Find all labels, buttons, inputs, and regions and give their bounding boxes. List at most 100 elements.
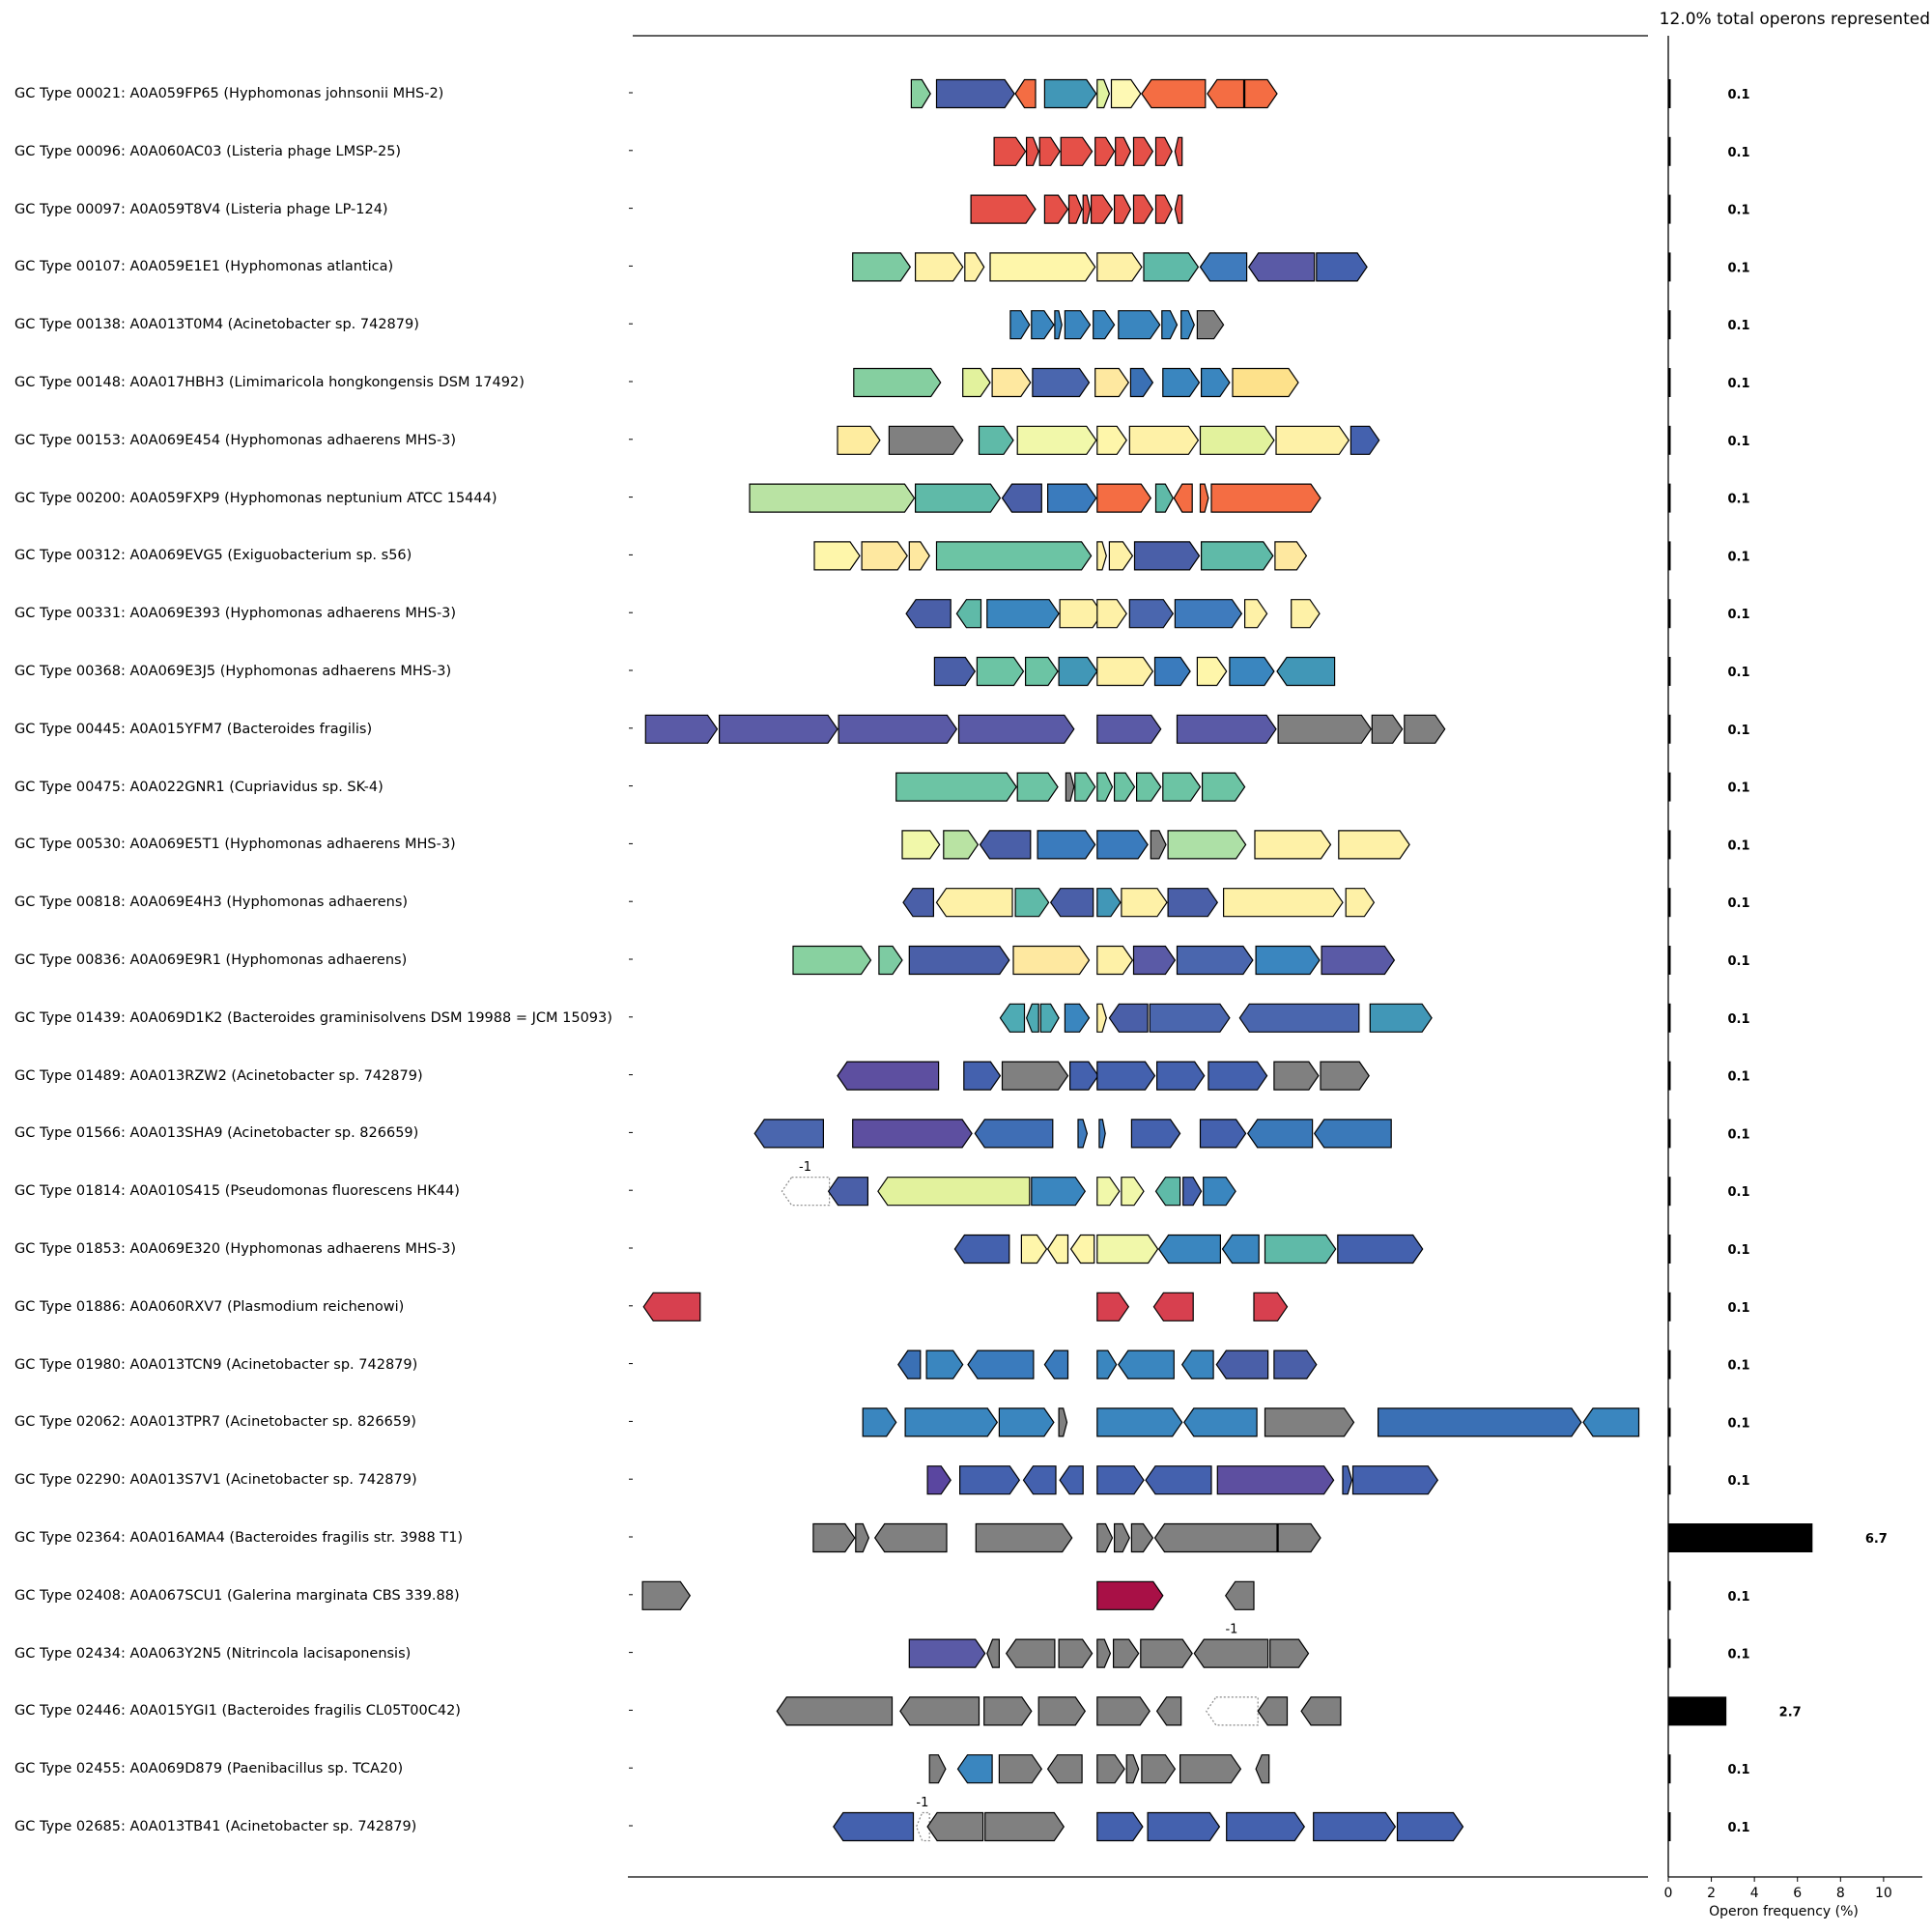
- frequency-bar: [1668, 541, 1671, 571]
- gene-arrow: [1351, 1465, 1439, 1495]
- gene-arrow: [1113, 1522, 1130, 1553]
- gene-arrow: [1016, 425, 1097, 455]
- gene-arrow: [1121, 1177, 1145, 1207]
- gene-arrow: [1337, 1234, 1424, 1264]
- gene-arrow: [1031, 310, 1055, 340]
- frequency-bar: [1668, 888, 1671, 918]
- gene-arrow: [1096, 888, 1122, 918]
- gene-arrow: [1176, 714, 1277, 744]
- gene-arrow: [1118, 310, 1161, 340]
- gene-arrow: [1096, 1811, 1144, 1842]
- gene-arrow: [1141, 1754, 1177, 1784]
- gene-arrow: [718, 714, 838, 744]
- gene-track: [642, 1292, 1289, 1321]
- gene-arrow: [1108, 1003, 1149, 1033]
- gene-arrow: [1155, 1696, 1182, 1726]
- missing-gene-arrow: [1206, 1696, 1259, 1726]
- gene-arrow: [1238, 1003, 1360, 1033]
- gene-arrow: [979, 830, 1032, 860]
- gene-arrow: [888, 425, 964, 455]
- gene-track: [953, 1234, 1424, 1264]
- gene-track: [970, 194, 1183, 224]
- gene-arrow: [1001, 483, 1042, 513]
- gene-arrow: [862, 1407, 897, 1437]
- gene-arrow: [1229, 656, 1275, 687]
- gene-arrow: [1222, 888, 1344, 918]
- gene-arrow: [1321, 945, 1396, 976]
- frequency-value-label: 0.1: [1727, 724, 1749, 738]
- gene-arrow: [1094, 367, 1130, 398]
- gene-arrow: [837, 1061, 940, 1091]
- gene-arrow: [1130, 1522, 1154, 1553]
- gene-arrow: [1232, 367, 1299, 398]
- gene-arrow: [1210, 483, 1321, 513]
- gene-arrow: [1009, 310, 1031, 340]
- gene-arrow: [908, 541, 930, 571]
- frequency-value-label: 0.1: [1727, 1416, 1749, 1431]
- gene-arrow: [1147, 1811, 1221, 1842]
- gene-track: [813, 541, 1308, 571]
- gene-arrow: [1216, 1465, 1335, 1495]
- gene-arrow: [1196, 656, 1228, 687]
- frequency-bar: [1668, 1580, 1671, 1610]
- gene-arrow: [1113, 194, 1132, 224]
- gene-arrow: [1118, 1350, 1175, 1379]
- gene-arrow: [861, 541, 908, 571]
- row-label: GC Type 02455: A0A069D879 (Paenibacillus…: [14, 1761, 404, 1777]
- gene-track: [905, 599, 1321, 629]
- gene-arrow: [1046, 1754, 1083, 1784]
- row-label: GC Type 02685: A0A013TB41 (Acinetobacter…: [14, 1819, 417, 1834]
- missing-gene-arrow: [781, 1177, 831, 1207]
- frequency-value-label: 0.1: [1727, 1070, 1749, 1085]
- row-label: GC Type 01489: A0A013RZW2 (Acinetobacter…: [14, 1067, 423, 1084]
- gene-arrow: [753, 1119, 825, 1149]
- gene-arrow: [1275, 425, 1350, 455]
- gene-arrow: [1054, 310, 1063, 340]
- row-label: GC Type 01853: A0A069E320 (Hyphomonas ad…: [14, 1241, 457, 1257]
- gene-arrow: [1130, 1119, 1181, 1149]
- row-label: GC Type 00096: A0A060AC03 (Listeria phag…: [14, 143, 402, 159]
- gene-arrow: [1012, 945, 1091, 976]
- gene-arrow: [1016, 772, 1059, 802]
- gene-arrow: [1058, 656, 1098, 687]
- gene-arrow: [792, 945, 872, 976]
- gene-arrow: [1094, 136, 1116, 166]
- gene-arrow: [1396, 1811, 1464, 1842]
- gene-arrow: [905, 599, 952, 629]
- gene-arrow: [1277, 714, 1373, 744]
- gene-track: [812, 1522, 1321, 1553]
- gene-arrow: [812, 1522, 856, 1553]
- gene-arrow: [1064, 310, 1092, 340]
- gene-arrow: [1096, 1061, 1156, 1091]
- gene-arrow: [1005, 1638, 1056, 1668]
- gene-arrow: [983, 1696, 1033, 1726]
- gene-arrow: [1155, 1061, 1206, 1091]
- gene-arrow: [878, 945, 903, 976]
- gene-arrow: [935, 78, 1015, 109]
- gene-arrow: [955, 599, 982, 629]
- gene-arrow: [1096, 1696, 1151, 1726]
- gene-arrow: [1313, 1811, 1397, 1842]
- gene-arrow: [1201, 772, 1246, 802]
- gene-arrow: [1113, 772, 1136, 802]
- gene-arrow: [1096, 1754, 1125, 1784]
- gene-arrow: [935, 888, 1013, 918]
- frequency-value-label: 0.1: [1727, 1821, 1749, 1835]
- row-label-column: GC Type 00021: A0A059FP65 (Hyphomonas jo…: [14, 0, 633, 1932]
- gene-arrow: [1037, 830, 1096, 860]
- gene-arrow: [976, 656, 1025, 687]
- frequency-bar: [1668, 425, 1671, 455]
- gene-arrow: [1043, 194, 1069, 224]
- gene-arrow: [1243, 78, 1278, 109]
- row-label: GC Type 00312: A0A069EVG5 (Exiguobacteri…: [14, 548, 412, 564]
- gene-arrow: [1132, 945, 1177, 976]
- gene-arrow: [933, 656, 977, 687]
- gene-arrow: [993, 136, 1027, 166]
- gene-arrow: [1037, 1696, 1087, 1726]
- gene-arrow: [1345, 888, 1376, 918]
- frequency-bar: [1668, 1292, 1671, 1321]
- frequency-bar: [1668, 1061, 1671, 1091]
- gene-arrow: [1182, 1177, 1203, 1207]
- gene-arrow: [998, 1407, 1055, 1437]
- gene-track: [753, 1119, 1392, 1149]
